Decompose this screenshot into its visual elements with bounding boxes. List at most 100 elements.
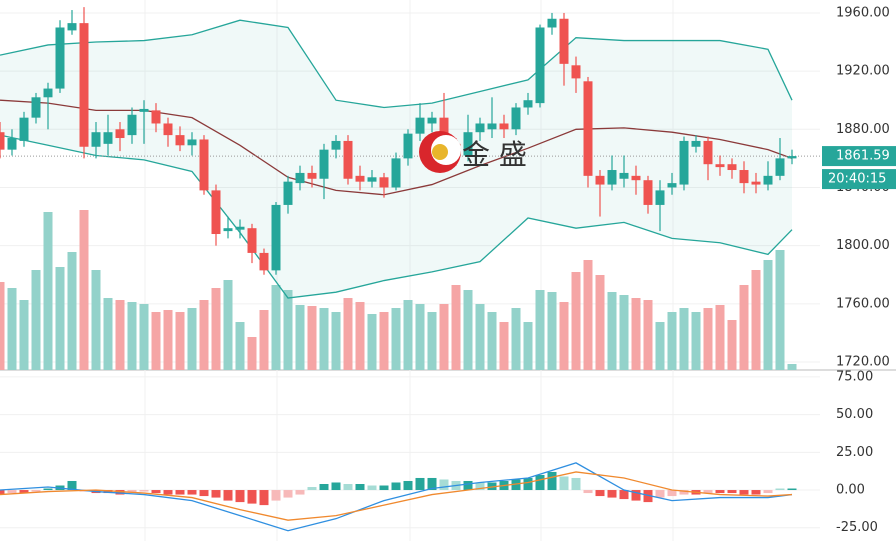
macd-bar <box>211 490 221 498</box>
volume-bar <box>199 300 209 370</box>
macd-bar <box>511 479 521 491</box>
candle-body <box>139 108 149 112</box>
candle-body <box>715 164 725 168</box>
candle-body <box>775 158 785 176</box>
bollinger-upper <box>0 19 793 109</box>
volume-bar <box>247 337 257 370</box>
candle-body <box>331 140 341 150</box>
macd-bar <box>643 490 653 503</box>
volume-bar <box>139 304 149 370</box>
macd-bar <box>571 477 581 491</box>
time-box <box>822 169 896 190</box>
candle-body <box>691 140 701 147</box>
macd-bar <box>415 477 425 491</box>
macd-bar <box>259 490 269 506</box>
candle-body <box>463 132 473 156</box>
candle-body <box>283 181 293 205</box>
macd-bar <box>187 490 197 495</box>
candle-body <box>583 81 593 176</box>
dif-line <box>0 462 793 532</box>
volume-bar <box>115 300 125 370</box>
candle-body <box>619 172 629 179</box>
candle-body <box>403 133 413 159</box>
macd-bar <box>583 490 593 494</box>
volume-bar <box>367 314 377 370</box>
candle-body <box>0 132 5 150</box>
last-price-label: 1861.59 <box>836 149 890 164</box>
candle-body <box>475 123 485 133</box>
macd-bar <box>163 490 173 495</box>
volume-bar <box>643 300 653 370</box>
candle-body <box>67 23 77 31</box>
volume-bar <box>343 298 353 370</box>
volume-bar <box>775 250 785 370</box>
last-price-box <box>822 146 896 167</box>
volume-bar <box>319 308 329 370</box>
volume-bar <box>667 312 677 370</box>
volume-bar <box>511 308 521 370</box>
candle-body <box>115 129 125 139</box>
candle-body <box>91 132 101 147</box>
candle-body <box>559 18 569 64</box>
y-tick-label: 1720.00 <box>836 355 890 370</box>
macd-bar <box>199 490 209 497</box>
volume-bar <box>211 288 221 370</box>
macd-bar <box>343 484 353 491</box>
dea-line <box>0 471 793 521</box>
volume-bar <box>499 322 509 370</box>
candle-body <box>535 27 545 104</box>
macd-bar <box>535 474 545 491</box>
volume-bar <box>283 290 293 370</box>
candle-body <box>151 110 161 124</box>
time-label: 20:40:15 <box>828 172 886 187</box>
candle-body <box>607 170 617 185</box>
candle-body <box>511 107 521 130</box>
candle-body <box>223 228 233 232</box>
macd-bar <box>427 477 437 491</box>
candle-body <box>163 123 173 136</box>
volume-bar <box>259 310 269 370</box>
candle-body <box>667 183 677 188</box>
volume-bar <box>595 275 605 370</box>
macd-bar <box>559 476 569 491</box>
volume-bar <box>379 312 389 370</box>
volume-bar <box>463 290 473 370</box>
volume-bar <box>151 312 161 370</box>
volume-bar <box>331 312 341 370</box>
volume-bar <box>727 320 737 370</box>
volume-bar <box>691 312 701 370</box>
macd-bar <box>43 488 53 491</box>
macd-bar <box>679 490 689 495</box>
volume-bar <box>223 280 233 370</box>
volume-bar <box>631 298 641 370</box>
candle-body <box>19 117 29 141</box>
volume-bar <box>427 312 437 370</box>
macd-bar <box>295 490 305 495</box>
volume-bar <box>451 285 461 370</box>
y-tick-label: 1800.00 <box>836 238 890 253</box>
candle-body <box>259 252 269 271</box>
macd-bar <box>19 490 29 494</box>
candle-body <box>679 140 689 185</box>
candle-body <box>211 190 221 235</box>
volume-bar <box>715 305 725 370</box>
volume-bar <box>523 322 533 370</box>
macd-bar <box>391 482 401 491</box>
volume-bar <box>787 364 797 370</box>
macd-bar <box>307 487 317 491</box>
macd-bar <box>235 490 245 503</box>
volume-bar <box>571 272 581 370</box>
candle-body <box>235 226 245 230</box>
volume-bar <box>547 292 557 370</box>
macd-bar <box>139 490 149 492</box>
candle-body <box>187 139 197 146</box>
candle-body <box>523 100 533 108</box>
macd-bar <box>595 490 605 497</box>
volume-bar <box>307 306 317 370</box>
candle-body <box>367 177 377 182</box>
macd-bar <box>379 485 389 491</box>
volume-bar <box>55 267 65 370</box>
volume-bar <box>403 300 413 370</box>
volume-bar <box>535 290 545 370</box>
